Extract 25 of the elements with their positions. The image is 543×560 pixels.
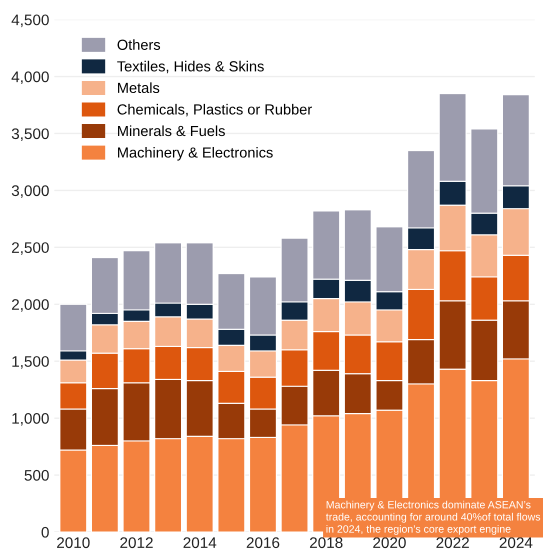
legend-label: Chemicals, Plastics or Rubber: [118, 104, 312, 116]
y-tick-label: 3,500: [12, 128, 49, 141]
x-tick-label: 2012: [120, 537, 153, 548]
y-tick-label: 2,500: [12, 242, 49, 255]
x-tick-label: 2018: [310, 537, 343, 548]
x-tick-label: 2014: [184, 537, 216, 548]
y-tick-label: 500: [24, 470, 49, 481]
legend-label: Textiles, Hides & Skins: [117, 60, 264, 74]
y-tick-label: 2,000: [12, 299, 49, 312]
legend-label: Others: [118, 39, 160, 50]
legend-label: Minerals & Fuels: [118, 125, 225, 136]
legend-label: Machinery & Electronics: [118, 146, 273, 161]
y-tick-label: 4,500: [12, 14, 49, 28]
x-tick-label: 2024: [500, 537, 532, 548]
y-tick-label: 4,000: [12, 71, 49, 84]
x-tick-label: 2022: [436, 537, 469, 548]
y-tick-label: 3,000: [12, 185, 49, 198]
y-tick-label: 0: [42, 526, 49, 538]
y-tick-label: 1,500: [12, 356, 49, 369]
x-tick-label: 2016: [246, 537, 280, 548]
legend-label: Metals: [118, 82, 160, 94]
annotation: Machinery & Electronics dominate ASEAN’s trade, accounting for around 40%of total flows in 2024, the region’s core export engine: [326, 500, 540, 535]
x-tick-label: 2020: [373, 537, 406, 548]
y-tick-label: 1,000: [12, 413, 49, 426]
x-tick-label: 2010: [57, 537, 90, 548]
